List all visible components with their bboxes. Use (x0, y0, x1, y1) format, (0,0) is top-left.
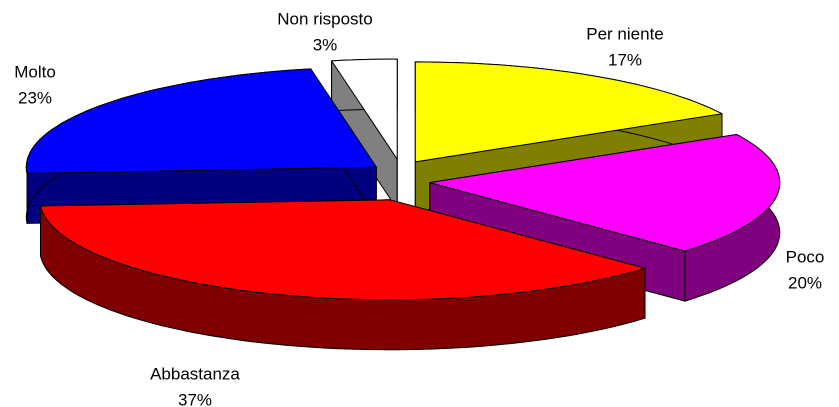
slice-value-label: 37% (178, 390, 212, 407)
slice-top (414, 61, 723, 163)
slice-label: Abbastanza (150, 364, 240, 383)
slice-value-label: 23% (18, 88, 52, 107)
slice-value-label: 3% (313, 35, 338, 54)
slice-label: Non risposto (277, 9, 372, 28)
slice-top (40, 199, 646, 301)
slice-top (429, 134, 781, 252)
slice-top (25, 68, 377, 174)
slice (25, 68, 377, 224)
slice (40, 199, 646, 351)
slice-top (331, 58, 398, 160)
slice-label: Per niente (586, 24, 664, 43)
slice (331, 58, 398, 210)
slice-value-label: 20% (788, 273, 822, 292)
slice-value-label: 17% (608, 50, 642, 69)
slice-label: Poco (786, 247, 825, 266)
slice-label: Molto (14, 62, 56, 81)
